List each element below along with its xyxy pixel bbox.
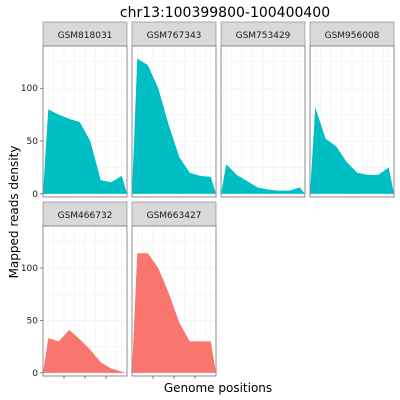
x-axis-label: Genome positions [164,381,272,395]
chart-title: chr13:100399800-100400400 [120,5,330,21]
facet-strip-label: GSM663427 [147,211,202,221]
panel-border [309,45,395,198]
panel-GSM466732: GSM466732 0 50 100 [21,201,128,379]
area-GSM767343 [132,58,216,194]
area-GSM663427 [132,253,216,373]
facet-strip [131,201,217,227]
y-tick-label: 0 [32,369,38,379]
facet-strip-label: GSM753429 [236,31,291,41]
facet-strip-label: GSM818031 [58,31,113,41]
panel-border [42,45,128,198]
panel-border [220,45,306,198]
facet-strip-label: GSM466732 [58,211,113,221]
panel-border [131,45,217,198]
area-GSM818031 [43,109,127,194]
facet-strip [131,21,217,47]
facet-panels: GSM818031 0 50 100 GSM767343 GSM753429 GSM9560… [21,21,395,379]
panel-GSM956008: GSM956008 [309,21,395,198]
area-GSM466732 [43,329,127,373]
facet-strip [220,21,306,47]
y-tick-label: 100 [21,264,38,274]
area-GSM956008 [310,107,394,194]
y-tick-label: 50 [27,137,39,147]
panel-GSM753429: GSM753429 [220,21,306,198]
panel-GSM663427: GSM663427 [131,201,217,379]
y-tick-label: 0 [32,190,38,200]
panel-GSM818031: GSM818031 0 50 100 [21,21,128,200]
facet-strip-label: GSM767343 [147,31,202,41]
y-tick-label: 100 [21,84,38,94]
facet-strip [42,21,128,47]
panel-GSM767343: GSM767343 [131,21,217,198]
area-GSM753429 [221,164,305,194]
y-axis-label: Mapped reads density [7,146,21,279]
facet-strip-label: GSM956008 [325,31,380,41]
y-tick-label: 50 [27,316,39,326]
